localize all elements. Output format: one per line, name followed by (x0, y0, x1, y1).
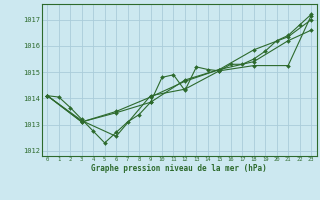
X-axis label: Graphe pression niveau de la mer (hPa): Graphe pression niveau de la mer (hPa) (91, 164, 267, 173)
